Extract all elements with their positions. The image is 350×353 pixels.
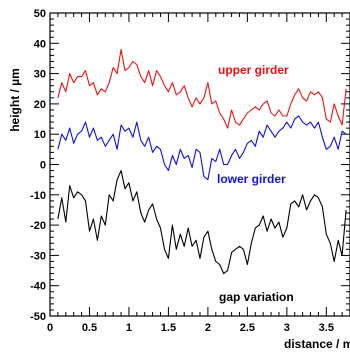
y-tick-label: 20 (34, 99, 46, 111)
y-tick-label: 10 (34, 129, 46, 141)
x-tick-label: 1.5 (161, 322, 176, 334)
series-line-1 (57, 115, 347, 181)
y-tick-label: 30 (34, 69, 46, 81)
plot-frame (49, 12, 350, 317)
x-tick-label: 0 (47, 322, 53, 334)
x-tick-label: 2 (205, 322, 211, 334)
annotation-lower-girder: lower girder (217, 172, 286, 186)
y-tick-label: -50 (30, 311, 46, 323)
tick-labels: -50 -40 -30 -20 -10 0 10 20 30 40 50 0 0.5 1 1.5 2 2.5 3 3… (30, 8, 334, 334)
series-line-0 (57, 48, 347, 129)
annotation-gap-variation: gap variation (219, 290, 294, 304)
annotation-upper-girder: upper girder (218, 63, 289, 77)
x-tick-label: 0.5 (82, 322, 97, 334)
y-tick-label: -10 (30, 190, 46, 202)
y-tick-label: -30 (30, 250, 46, 262)
axis-ticks (49, 12, 350, 317)
y-tick-label: 0 (40, 160, 46, 172)
y-tick-label: -20 (30, 220, 46, 232)
x-tick-label: 1 (126, 322, 132, 334)
series-lines (57, 48, 347, 275)
y-tick-label: 40 (34, 38, 46, 50)
series-line-2 (57, 170, 347, 275)
x-tick-label: 3.5 (319, 322, 334, 334)
y-axis-title: height / µm (8, 68, 22, 132)
x-tick-label: 2.5 (240, 322, 255, 334)
y-tick-label: 50 (34, 8, 46, 20)
x-tick-label: 3 (284, 322, 290, 334)
x-axis-title: distance / m (284, 337, 350, 351)
y-tick-label: -40 (30, 281, 46, 293)
